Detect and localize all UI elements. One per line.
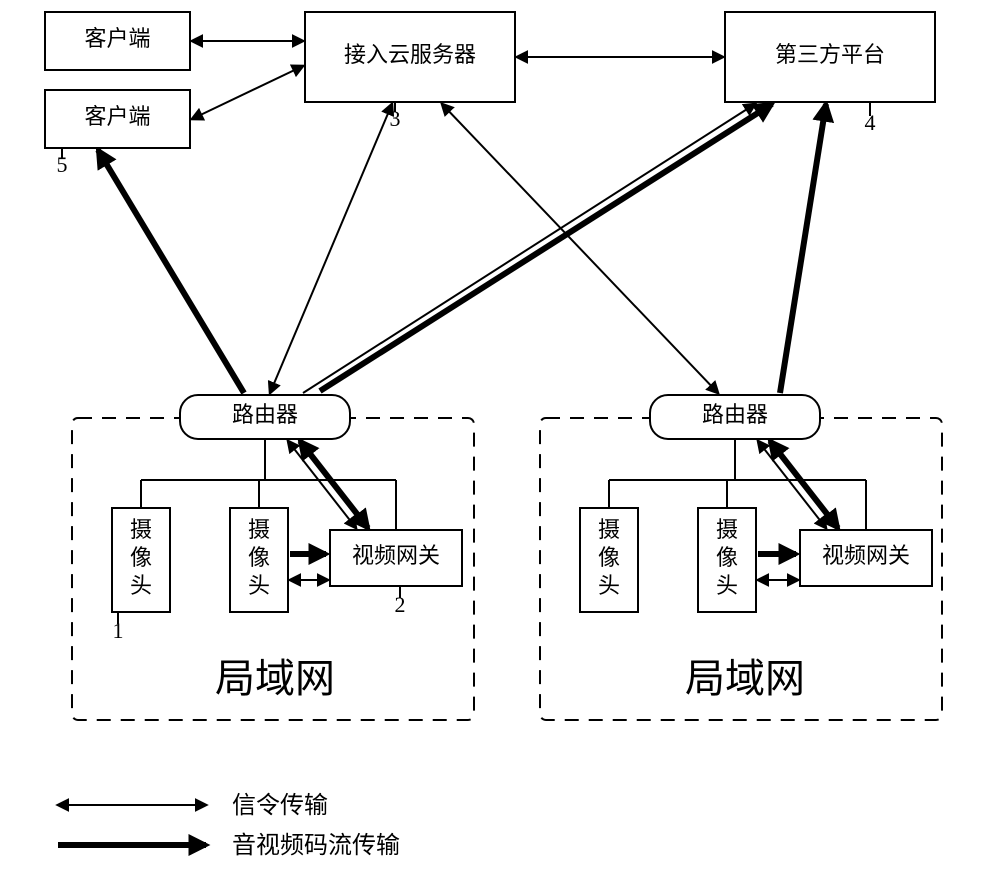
label-cam_l2-0: 摄: [248, 517, 270, 542]
lan-title-left: 局域网: [215, 656, 335, 701]
number-n3: 3: [390, 106, 401, 131]
number-n5: 5: [57, 152, 68, 177]
label-cam_r1-1: 像: [598, 545, 620, 570]
label-cam_l1-0: 摄: [130, 517, 152, 542]
routerL_cloud: [270, 104, 392, 393]
label-cloud: 接入云服务器: [344, 42, 476, 67]
routerR_third: [780, 104, 826, 393]
gw_l_router_b: [300, 441, 368, 528]
label-cam_r2-2: 头: [716, 573, 738, 598]
label-cam_r1-2: 头: [598, 573, 620, 598]
number-n2: 2: [395, 592, 406, 617]
lan-title-right: 局域网: [685, 656, 805, 701]
router-label-right: 路由器: [702, 402, 768, 427]
label-cam_l2-2: 头: [248, 573, 270, 598]
label-client_bot: 客户端: [84, 104, 150, 129]
label-third: 第三方平台: [775, 42, 885, 67]
routerL_client: [98, 150, 244, 393]
label-gw_l: 视频网关: [352, 543, 440, 568]
gw-router-thin-left: [288, 441, 356, 528]
label-gw_r: 视频网关: [822, 543, 910, 568]
number-n4: 4: [865, 110, 876, 135]
label-cam_l2-1: 像: [248, 545, 270, 570]
label-cam_r2-0: 摄: [716, 517, 738, 542]
label-cam_r1-0: 摄: [598, 517, 620, 542]
routerR_cloud: [442, 104, 718, 393]
routerL_third_b: [320, 104, 772, 391]
routerL_third: [303, 104, 755, 393]
gw_r_router_b: [770, 441, 838, 528]
label-cam_l1-1: 像: [130, 545, 152, 570]
label-client_top: 客户端: [84, 26, 150, 51]
legend-thick-label: 音视频码流传输: [232, 832, 400, 859]
diagram-canvas: 客户端客户端接入云服务器第三方平台摄像头摄像头视频网关摄像头摄像头视频网关路由器…: [0, 0, 1000, 890]
label-cam_l1-2: 头: [130, 573, 152, 598]
gw-router-thin-right: [758, 441, 826, 528]
client_bot_cloud: [192, 66, 303, 119]
router-label-left: 路由器: [232, 402, 298, 427]
legend-thin-label: 信令传输: [232, 792, 328, 819]
label-cam_r2-1: 像: [716, 545, 738, 570]
number-n1: 1: [113, 618, 124, 643]
